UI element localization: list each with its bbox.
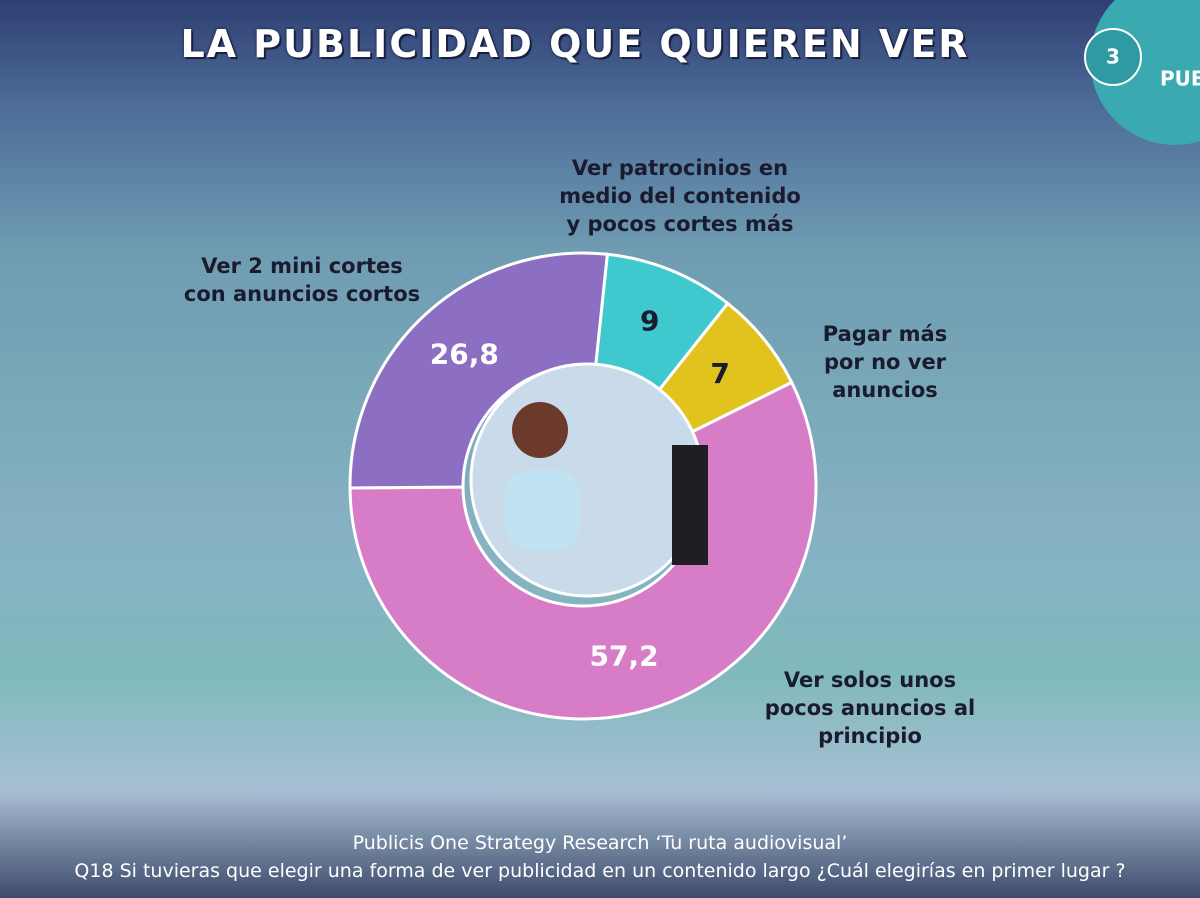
- slide-title: LA PUBLICIDAD QUE QUIEREN VER: [180, 22, 970, 66]
- category-label: Ver patrocinios en medio del contenido y…: [559, 156, 801, 236]
- illustration-tv: [672, 445, 708, 565]
- illustration-body: [505, 470, 580, 550]
- section-label: PUB: [1160, 67, 1200, 91]
- illustration: [469, 362, 705, 598]
- source: Publicis One Strategy Research ‘Tu ruta …: [352, 832, 848, 854]
- category-label: Pagar más por no ver anuncios: [822, 322, 948, 402]
- value-label: 9: [640, 305, 659, 338]
- category-label: Ver 2 mini cortes con anuncios cortos: [183, 254, 421, 306]
- category-label: Ver solos unos pocos anuncios al princip…: [764, 668, 976, 748]
- section-number: 3: [1106, 45, 1120, 69]
- value-label: 57,2: [589, 640, 658, 673]
- value-label: 7: [710, 357, 729, 390]
- value-label: 26,8: [430, 337, 499, 370]
- donut-segment: [348, 251, 610, 490]
- donut-segment: [348, 380, 818, 721]
- illustration-hair: [512, 402, 568, 458]
- question: Q18 Si tuvieras que elegir una forma de …: [74, 860, 1126, 882]
- section-number-circle: [1084, 28, 1142, 86]
